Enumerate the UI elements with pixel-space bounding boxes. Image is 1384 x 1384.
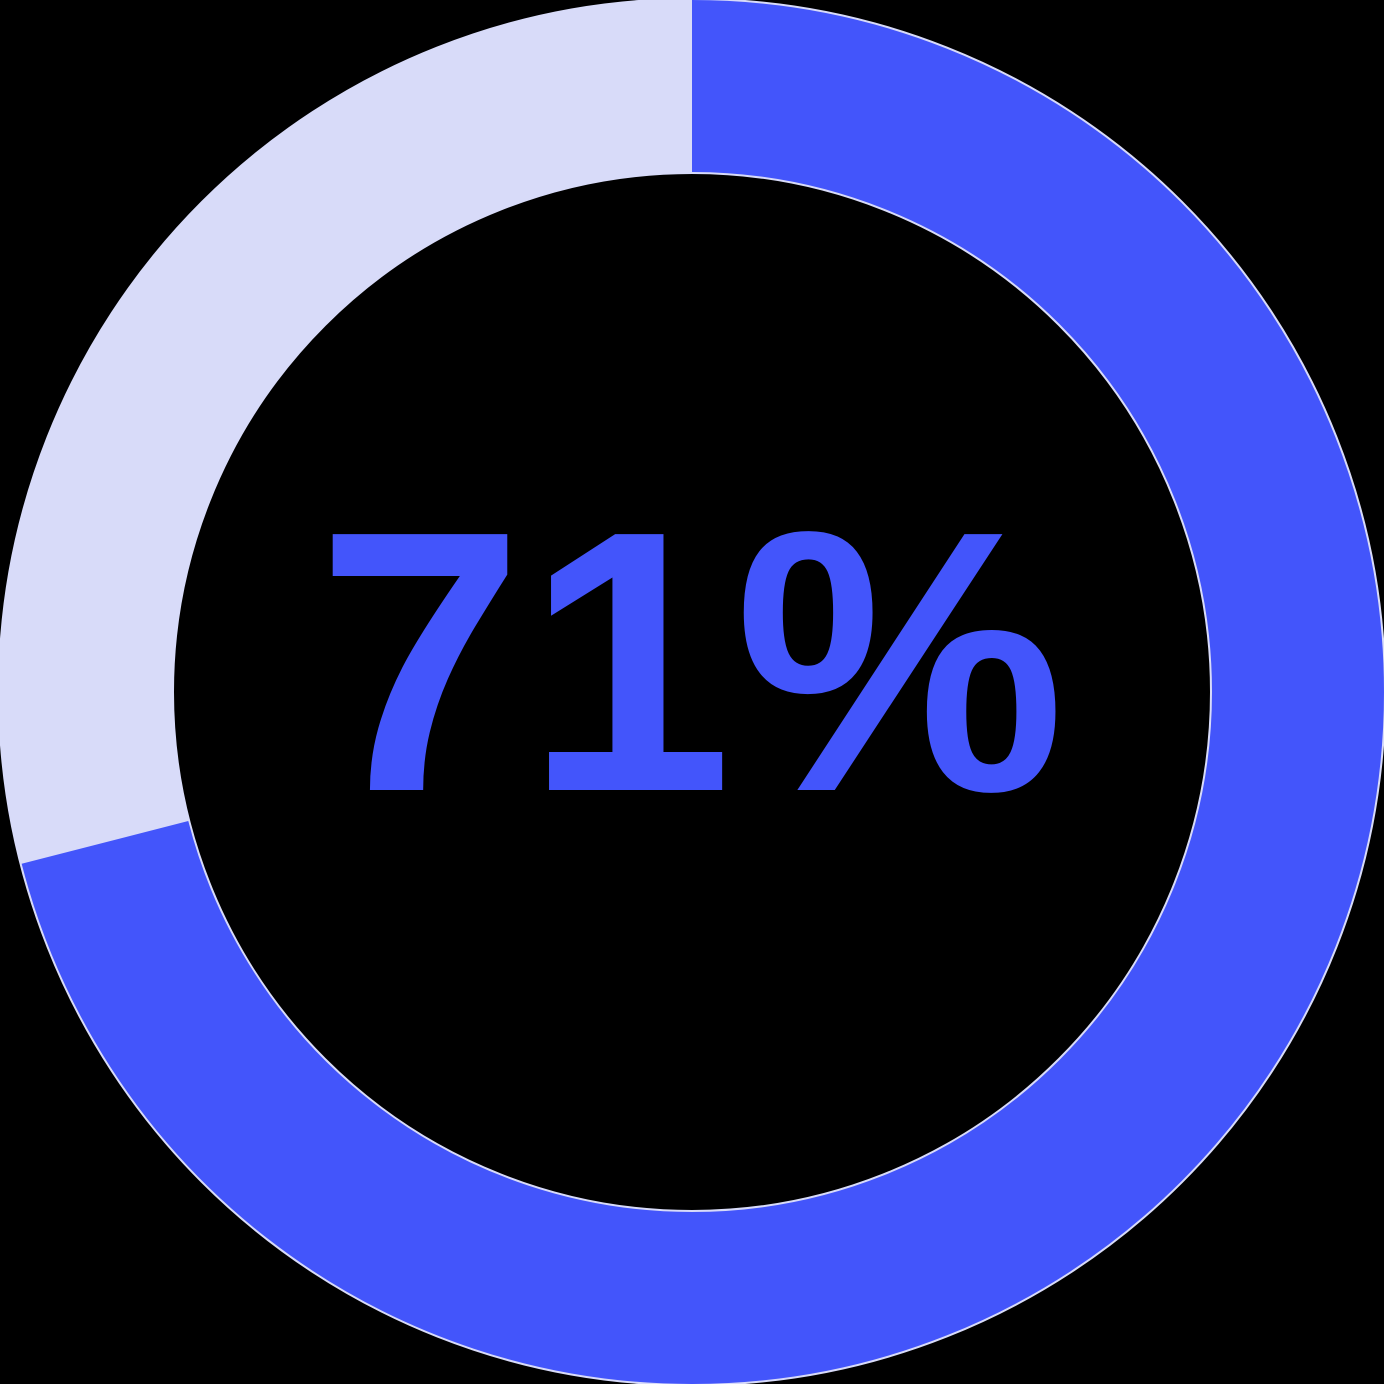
percent-label: 71% bbox=[316, 453, 1068, 869]
